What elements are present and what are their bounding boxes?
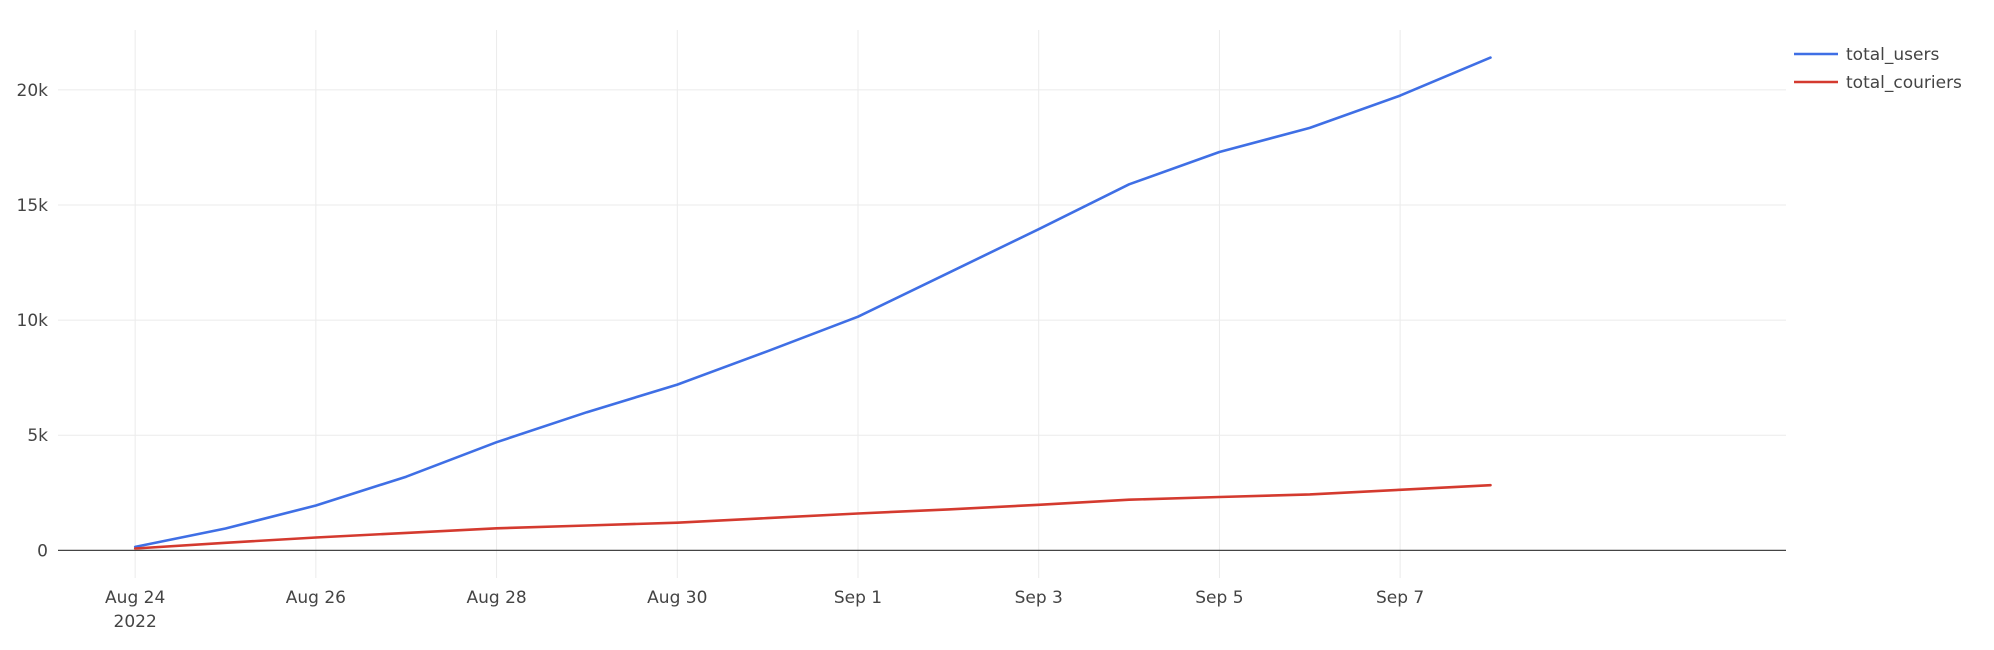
x-tick-label: Sep 1 [834, 588, 882, 608]
y-tick-label: 20k [17, 81, 49, 101]
x-tick-year-label: 2022 [114, 612, 157, 632]
legend[interactable]: total_users total_couriers [1794, 45, 1962, 93]
legend-item-total-couriers[interactable]: total_couriers [1794, 73, 1962, 93]
y-tick-label: 10k [17, 311, 49, 331]
x-tick-label: Aug 30 [647, 588, 707, 608]
legend-item-total-users[interactable]: total_users [1794, 45, 1939, 65]
legend-label: total_couriers [1846, 73, 1962, 93]
y-tick-label: 0 [37, 541, 48, 561]
series-layer [135, 58, 1490, 549]
y-tick-label: 5k [27, 426, 48, 446]
x-tick-label: Aug 28 [466, 588, 526, 608]
legend-label: total_users [1846, 45, 1939, 65]
axis-layer: Aug 24 2022 Aug 26 Aug 28 Aug 30 Sep 1 Sep 3 Se… [17, 81, 1786, 632]
x-tick-label: Sep 3 [1015, 588, 1063, 608]
x-tick-label: Aug 26 [286, 588, 346, 608]
series-line-total-couriers [135, 485, 1490, 548]
grid-layer [58, 30, 1786, 578]
series-line-total-users [135, 58, 1490, 547]
x-tick-label: Aug 24 [105, 588, 165, 608]
x-tick-label: Sep 5 [1195, 588, 1243, 608]
x-tick-label: Sep 7 [1376, 588, 1424, 608]
y-tick-label: 15k [17, 196, 49, 216]
